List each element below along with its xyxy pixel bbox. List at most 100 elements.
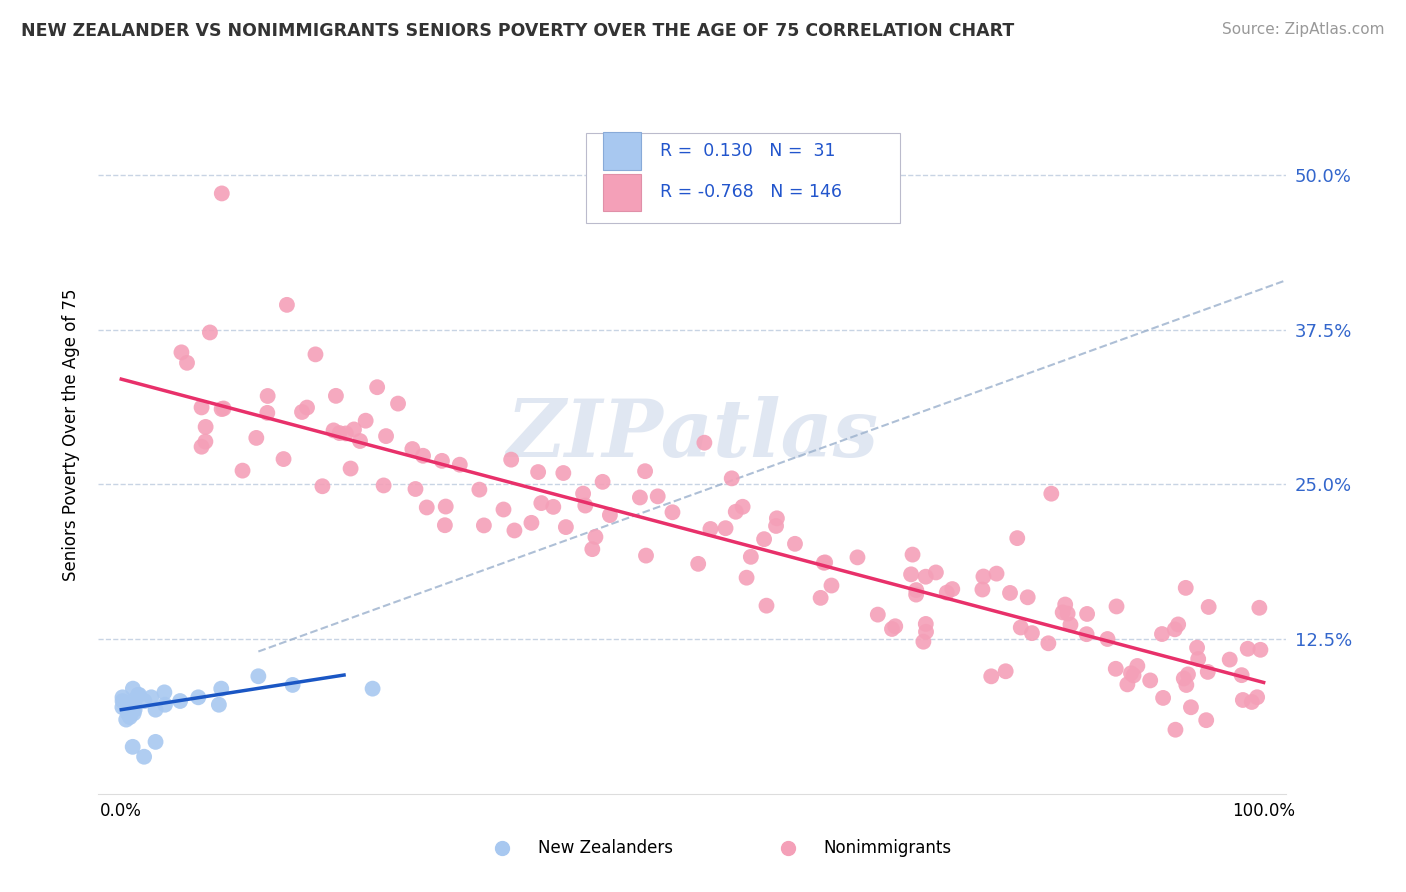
Point [122,706,145,721]
Point [1180,700,1202,714]
Point [543,500,565,514]
Point [1150,627,1173,641]
Point [1139,673,1161,688]
Point [472,518,495,533]
Point [1173,672,1195,686]
Point [572,486,595,500]
Point [169,694,191,708]
Point [1152,690,1174,705]
Point [1246,690,1268,705]
Point [412,449,434,463]
Point [925,566,948,580]
Point [1197,665,1219,679]
Point [554,520,576,534]
Point [1164,623,1187,637]
Point [430,454,453,468]
Point [1056,607,1078,621]
Point [972,569,994,583]
Point [1076,627,1098,641]
Point [1119,666,1142,681]
Point [901,548,924,562]
Point [118,701,141,715]
Point [699,522,721,536]
Point [1167,617,1189,632]
Point [354,414,377,428]
Point [1105,599,1128,614]
Point [1097,632,1119,646]
Point [501,452,523,467]
Point [599,508,621,522]
Point [530,496,553,510]
Point [914,570,936,584]
Point [693,435,716,450]
Point [813,556,835,570]
Text: R =  0.130   N =  31: R = 0.130 N = 31 [661,142,837,160]
Point [211,402,233,417]
Point [153,698,176,712]
Point [145,735,167,749]
Point [122,681,145,696]
Point [766,511,789,525]
Point [503,524,526,538]
Point [449,458,471,472]
Point [433,518,456,533]
Point [884,619,907,633]
Point [634,549,657,563]
Point [212,401,235,416]
Point [325,389,347,403]
Point [1236,641,1258,656]
Point [1187,652,1209,666]
Text: R = -0.768   N = 146: R = -0.768 N = 146 [661,183,842,202]
Point [194,434,217,449]
Point [492,502,515,516]
Point [866,607,889,622]
Point [373,478,395,492]
Point [170,345,193,359]
Point [404,482,426,496]
FancyBboxPatch shape [603,132,641,169]
Point [343,422,366,436]
Point [468,483,491,497]
Point [647,489,669,503]
Point [1164,723,1187,737]
Point [111,690,134,705]
Point [124,703,146,717]
Point [915,624,938,639]
Point [322,423,344,437]
Point [1195,713,1218,727]
Point [141,690,163,705]
Point [1059,617,1081,632]
Point [190,440,212,454]
Point [1177,667,1199,681]
Point [720,471,742,485]
Point [900,567,922,582]
Point [118,698,141,712]
Point [187,690,209,705]
Point [634,464,657,478]
Point [281,678,304,692]
Point [998,586,1021,600]
Point [124,693,146,707]
Point [905,588,928,602]
Point [295,401,318,415]
Point [118,710,141,724]
Point [752,532,775,546]
Point [1122,668,1144,682]
Point [256,389,278,403]
Point [247,669,270,683]
Point [724,505,747,519]
Text: Nonimmigrants: Nonimmigrants [823,838,952,856]
Point [115,697,138,711]
Point [994,665,1017,679]
Point [127,688,149,702]
Point [574,499,596,513]
Point [740,549,762,564]
Point [1198,599,1220,614]
Point [115,713,138,727]
Point [211,186,233,201]
FancyBboxPatch shape [603,174,641,211]
Point [256,406,278,420]
Point [1116,677,1139,691]
Point [176,356,198,370]
Point [231,464,253,478]
